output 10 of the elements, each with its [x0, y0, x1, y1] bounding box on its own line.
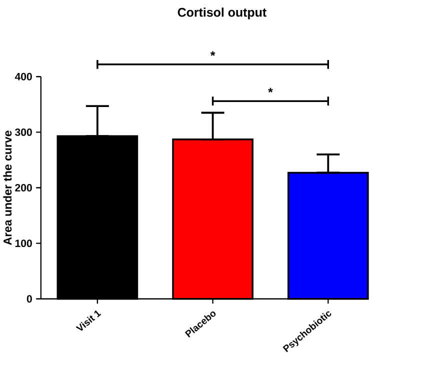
y-tick-label: 300: [15, 128, 32, 136]
y-tick-label: 0: [26, 295, 32, 303]
y-tick-label: 200: [15, 184, 32, 192]
x-tick-label: Visit 1: [76, 310, 102, 331]
y-tick-label: 100: [15, 240, 32, 248]
chart-title: Cortisol output: [178, 8, 266, 20]
text: *: [210, 51, 216, 56]
y-tick-label: 400: [14, 72, 32, 80]
y-axis-title: Area under the curve: [3, 130, 12, 245]
annotation: *: [268, 88, 273, 93]
